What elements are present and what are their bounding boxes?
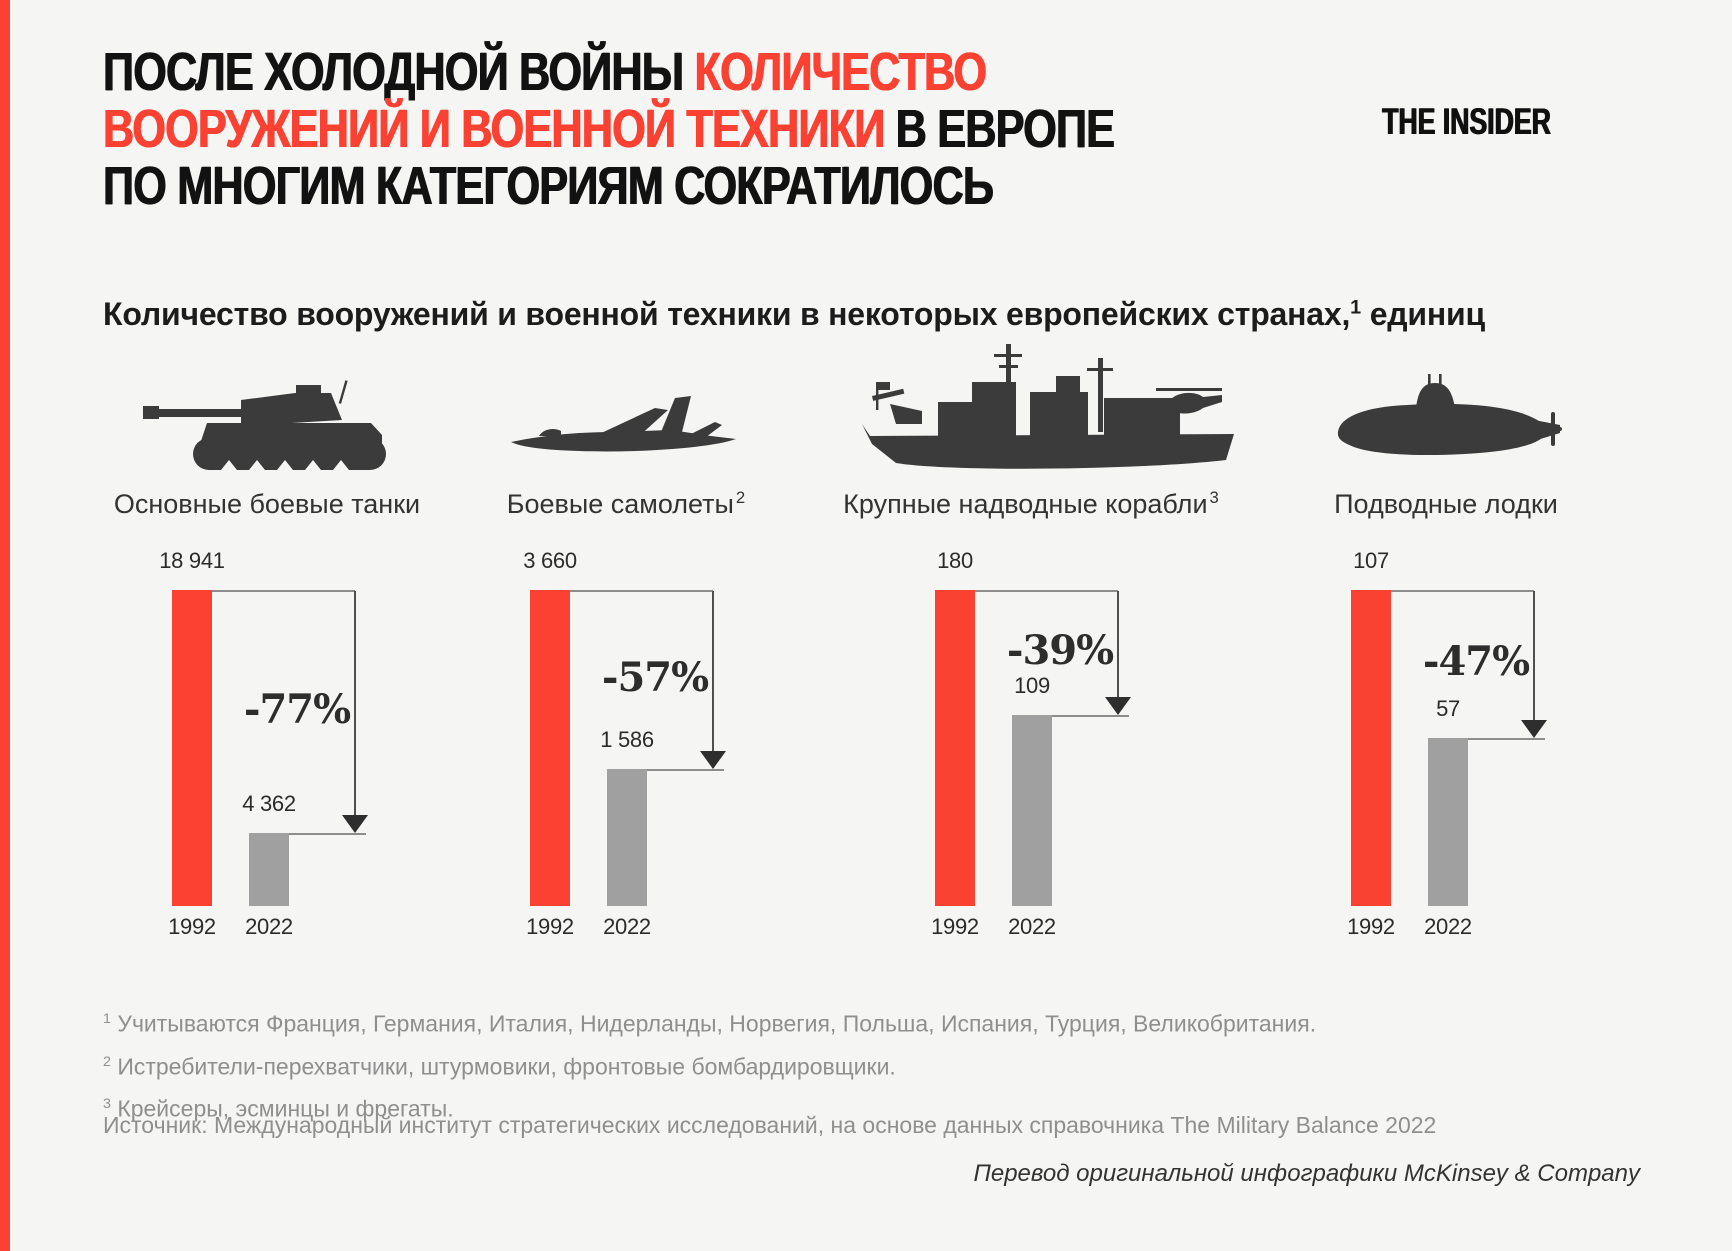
connector-line-2022 (1468, 738, 1545, 740)
subtitle-unit: единиц (1361, 296, 1485, 332)
bar-2022 (1012, 715, 1052, 906)
value-1992: 107 (1353, 548, 1389, 573)
change-label: -77% (243, 685, 351, 733)
value-1992: 18 941 (159, 548, 225, 573)
title-text: ПОСЛЕ ХОЛОДНОЙ ВОЙНЫ (103, 42, 695, 102)
bar-1992 (530, 590, 570, 906)
subtitle-text: Количество вооружений и военной техники … (103, 296, 1351, 332)
title-text-highlight: ВООРУЖЕНИЙ И ВОЕННОЙ ТЕХНИКИ (103, 99, 885, 159)
panel-aircraft: Боевые самолеты 2 3 660 1 586 -57% 1992 2… (507, 340, 745, 960)
bar-1992 (1351, 590, 1391, 906)
panel-submarines: Подводные лодки 107 57 -47% 1992 2022 (1334, 340, 1562, 960)
title-line-3: ПО МНОГИМ КАТЕГОРИЯМ СОКРАТИЛОСЬ (103, 158, 1114, 215)
title-line-1: ПОСЛЕ ХОЛОДНОЙ ВОЙНЫ КОЛИЧЕСТВО (103, 44, 1114, 101)
connector-line-2022 (647, 769, 724, 771)
fighter-jet-icon (509, 392, 744, 464)
page-title: ПОСЛЕ ХОЛОДНОЙ ВОЙНЫ КОЛИЧЕСТВО ВООРУЖЕН… (103, 44, 1115, 215)
title-text-highlight: КОЛИЧЕСТВО (694, 42, 987, 102)
decrease-arrow-line (712, 591, 714, 754)
value-1992: 180 (937, 548, 973, 573)
decrease-arrow-head (700, 751, 726, 769)
decrease-arrow-head (342, 815, 368, 833)
credit-line: Перевод оригинальной инфографики McKinse… (973, 1160, 1640, 1187)
year-label-2022: 2022 (1008, 914, 1056, 939)
the-insider-logo: THE INSIDER (1382, 101, 1551, 142)
footnote-2: 2 Истребители-перехватчики, штурмовики, … (103, 1053, 896, 1080)
bar-2022 (249, 833, 289, 906)
connector-line-2022 (289, 833, 366, 835)
year-label-2022: 2022 (1424, 914, 1472, 939)
decrease-arrow-line (1533, 591, 1535, 723)
year-label-1992: 1992 (1347, 914, 1395, 939)
year-label-1992: 1992 (168, 914, 216, 939)
connector-line-1992 (570, 590, 713, 592)
category-label: Основные боевые танки (113, 489, 421, 519)
bar-1992 (935, 590, 975, 906)
bar-2022 (607, 769, 647, 906)
year-label-2022: 2022 (603, 914, 651, 939)
bar-1992 (172, 590, 212, 906)
subnote-ref: 1 (1350, 296, 1361, 319)
footnote-1: 1 Учитываются Франция, Германия, Италия,… (103, 1010, 1317, 1037)
category-label: Крупные надводные корабли 3 (843, 488, 1219, 519)
change-label: -57% (601, 653, 709, 701)
panel-ships: Крупные надводные корабли 3 180 109 -39% … (843, 340, 1234, 960)
footnote-3: 3 Крейсеры, эсминцы и фрегаты. (103, 1095, 454, 1122)
bar-2022 (1428, 738, 1468, 906)
chart-subtitle: Количество вооружений и военной техники … (103, 296, 1485, 333)
year-label-1992: 1992 (526, 914, 574, 939)
source-line: Источник: Международный институт стратег… (103, 1112, 1437, 1138)
decrease-arrow-head (1521, 720, 1547, 738)
title-line-2: ВООРУЖЕНИЙ И ВОЕННОЙ ТЕХНИКИ В ЕВРОПЕ (103, 99, 1115, 159)
decrease-arrow-line (1117, 591, 1119, 700)
left-accent-strip (0, 0, 10, 1251)
value-1992: 3 660 (523, 548, 577, 573)
change-label: -47% (1422, 638, 1530, 685)
category-label: Подводные лодки (1334, 489, 1558, 519)
value-2022: 4 362 (242, 791, 296, 816)
value-2022: 57 (1436, 696, 1460, 721)
warship-icon (860, 338, 1240, 483)
value-2022: 109 (1014, 673, 1050, 698)
value-2022: 1 586 (600, 727, 654, 752)
submarine-icon (1332, 374, 1562, 471)
panel-tanks: Основные боевые танки 18 941 4 362 -77% … (114, 340, 420, 960)
year-label-2022: 2022 (245, 914, 293, 939)
category-label: Боевые самолеты 2 (506, 488, 746, 519)
connector-line-1992 (975, 590, 1118, 592)
connector-line-1992 (1391, 590, 1534, 592)
decrease-arrow-head (1105, 697, 1131, 715)
connector-line-2022 (1052, 715, 1129, 717)
title-text: В ЕВРОПЕ (884, 99, 1115, 159)
title-text: ПО МНОГИМ КАТЕГОРИЯМ СОКРАТИЛОСЬ (103, 156, 994, 216)
year-label-1992: 1992 (931, 914, 979, 939)
change-label: -39% (1006, 626, 1114, 674)
footnotes: 1 Учитываются Франция, Германия, Италия,… (103, 1000, 1316, 1128)
tank-icon (143, 380, 393, 475)
decrease-arrow-line (354, 591, 356, 818)
connector-line-1992 (212, 590, 355, 592)
